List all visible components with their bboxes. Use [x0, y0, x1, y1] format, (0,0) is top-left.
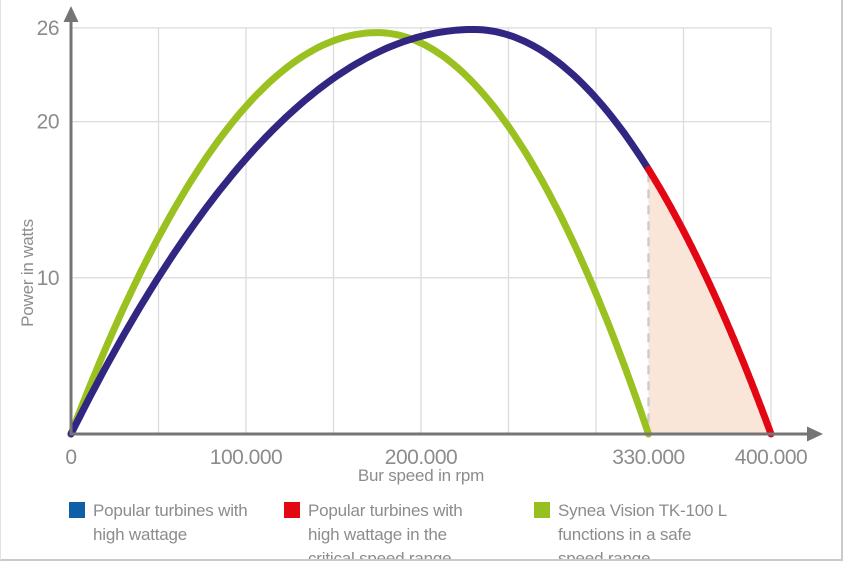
curve-synea-vision	[67, 29, 652, 438]
y-axis-title: Power in watts	[18, 219, 37, 327]
x-tick-label: 0	[65, 446, 76, 469]
y-tick-label: 10	[37, 267, 59, 290]
x-tick-label: 330.000	[612, 446, 684, 469]
legend-item: Popular turbines with high wattage in the…	[284, 499, 463, 561]
x-axis-arrowhead-icon	[807, 426, 823, 442]
x-tick-label: 400.000	[735, 446, 807, 469]
legend-swatch-icon	[69, 502, 85, 518]
chart-canvas: 26 20 10 0 100.000 200.000 330.000 400.000	[37, 6, 823, 469]
legend-swatch-icon	[284, 502, 300, 518]
curve-popular-turbines	[67, 26, 652, 438]
legend-item: Popular turbines with high wattage	[69, 499, 248, 547]
curve-critical-speed-range	[645, 165, 775, 438]
legend-label: Popular turbines with high wattage in the…	[308, 501, 463, 561]
y-tick-label: 26	[37, 17, 59, 40]
y-tick-label: 20	[37, 111, 59, 134]
y-axis-arrowhead-icon	[63, 6, 79, 22]
legend-label: Popular turbines with high wattage	[93, 501, 248, 544]
legend-swatch-icon	[534, 502, 550, 518]
x-tick-label: 200.000	[385, 446, 457, 469]
x-tick-label: 100.000	[210, 446, 282, 469]
x-axis-title: Bur speed in rpm	[357, 466, 485, 485]
critical-region-fill	[648, 169, 771, 434]
